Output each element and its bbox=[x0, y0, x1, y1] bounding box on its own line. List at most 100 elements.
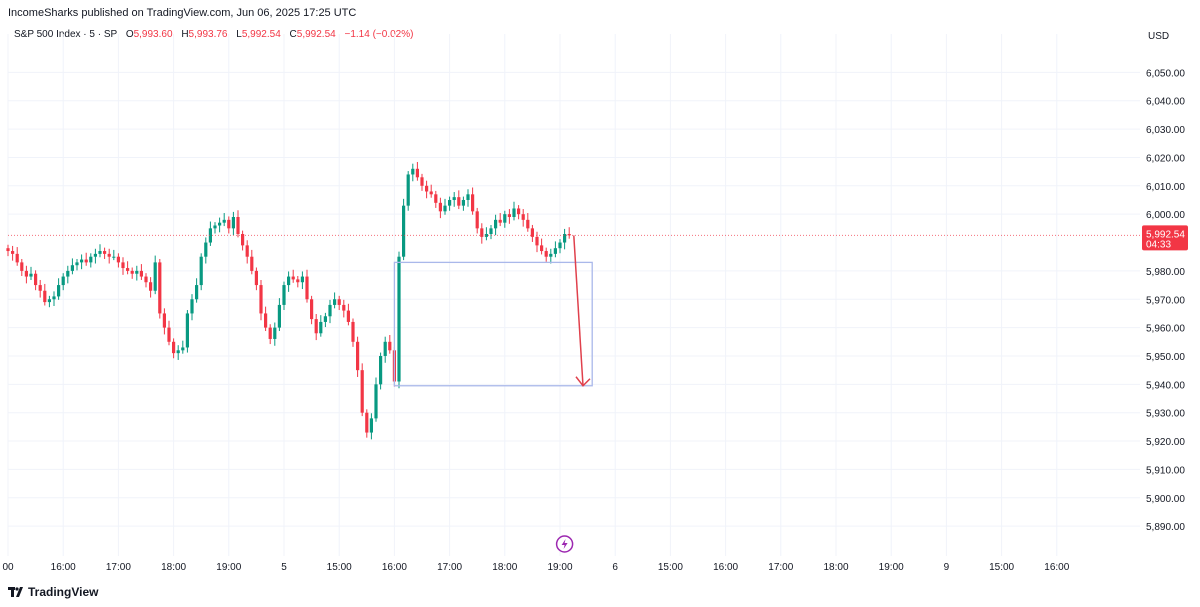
x-tick-label: 17:00 bbox=[106, 562, 131, 573]
y-tick-label: 6,050.00 bbox=[1146, 68, 1185, 79]
high-value: 5,993.76 bbox=[188, 29, 228, 40]
x-tick-label: 18:00 bbox=[161, 562, 186, 573]
y-tick-label: 5,910.00 bbox=[1146, 465, 1185, 476]
candle-body bbox=[241, 234, 245, 246]
candle-body bbox=[66, 270, 70, 277]
candle-body bbox=[93, 253, 97, 257]
candle-body bbox=[208, 228, 212, 243]
candle-body bbox=[195, 285, 199, 300]
open-label: O bbox=[125, 29, 134, 40]
candle-body bbox=[351, 321, 355, 342]
candle-body bbox=[139, 270, 143, 277]
candle-body bbox=[176, 350, 180, 354]
x-tick-label: 15:00 bbox=[327, 562, 352, 573]
candle-body bbox=[11, 251, 15, 254]
candle-body bbox=[43, 290, 47, 303]
candle-body bbox=[429, 191, 433, 195]
y-tick-label: 5,940.00 bbox=[1146, 380, 1185, 391]
close-value: 5,992.54 bbox=[296, 29, 336, 40]
candle-body bbox=[333, 299, 337, 305]
close-label: C bbox=[289, 29, 297, 40]
x-tick-label: 16:00 bbox=[51, 562, 76, 573]
candle-body bbox=[296, 279, 300, 283]
candle-body bbox=[245, 245, 249, 257]
x-tick-label: 19:00 bbox=[879, 562, 904, 573]
candle-body bbox=[34, 273, 38, 286]
candle-body bbox=[112, 256, 116, 258]
last-price-value: 5,992.54 bbox=[1146, 229, 1185, 240]
event-marker-icon[interactable] bbox=[555, 535, 574, 553]
candle-body bbox=[38, 285, 42, 291]
candle-body bbox=[231, 217, 235, 229]
candle-body bbox=[553, 248, 557, 254]
candle-body bbox=[107, 253, 111, 257]
candle-body bbox=[471, 194, 475, 212]
candle-body bbox=[360, 370, 364, 413]
candle-body bbox=[250, 256, 254, 271]
candle-body bbox=[52, 296, 56, 300]
candle-body bbox=[273, 327, 277, 339]
candle-body bbox=[181, 347, 185, 351]
tradingview-logo[interactable]: TradingView bbox=[8, 585, 98, 599]
candle-body bbox=[415, 168, 419, 178]
candle-body bbox=[503, 214, 507, 223]
candle-body bbox=[374, 384, 378, 419]
candle-body bbox=[337, 299, 341, 305]
candle-body bbox=[480, 228, 484, 237]
candle-body bbox=[521, 214, 525, 220]
candle-body bbox=[346, 310, 350, 322]
candle-body bbox=[57, 285, 61, 297]
candle-body bbox=[84, 259, 88, 263]
open-value: 5,993.60 bbox=[133, 29, 173, 40]
x-tick-label: 15:00 bbox=[989, 562, 1014, 573]
candle-body bbox=[402, 205, 406, 257]
candle-body bbox=[397, 256, 401, 382]
candle-body bbox=[29, 273, 33, 277]
candle-body bbox=[126, 268, 130, 271]
candle-body bbox=[342, 304, 346, 311]
candle-body bbox=[291, 276, 295, 280]
low-value: 5,992.54 bbox=[241, 29, 281, 40]
y-tick-label: 5,950.00 bbox=[1146, 352, 1185, 363]
candle-body bbox=[544, 251, 548, 257]
candle-body bbox=[130, 270, 134, 274]
candle-body bbox=[162, 313, 166, 328]
candle-body bbox=[20, 262, 24, 271]
candle-body bbox=[438, 202, 442, 212]
candle-body bbox=[457, 197, 461, 206]
candle-body bbox=[264, 313, 268, 328]
high-label: H bbox=[181, 29, 189, 40]
candle-body bbox=[259, 285, 263, 314]
y-tick-label: 5,900.00 bbox=[1146, 494, 1185, 505]
candle-body bbox=[277, 304, 281, 328]
candle-body bbox=[47, 299, 51, 303]
x-tick-label: 18:00 bbox=[492, 562, 517, 573]
target-box bbox=[393, 261, 593, 387]
candle-body bbox=[494, 219, 498, 229]
candle-body bbox=[15, 253, 19, 263]
brand-name: TradingView bbox=[28, 585, 99, 599]
symbol-name[interactable]: S&P 500 Index · 5 · SP bbox=[14, 29, 118, 40]
y-tick-label: 5,960.00 bbox=[1146, 324, 1185, 335]
candle-body bbox=[98, 251, 102, 254]
y-tick-label: 5,920.00 bbox=[1146, 437, 1185, 448]
candle-body bbox=[369, 418, 373, 433]
x-tick-label: 9 bbox=[944, 562, 950, 573]
candle-body bbox=[300, 276, 304, 283]
y-tick-label: 5,970.00 bbox=[1146, 295, 1185, 306]
y-tick-label: 6,020.00 bbox=[1146, 153, 1185, 164]
candle-body bbox=[319, 321, 323, 334]
candle-body bbox=[149, 282, 153, 291]
candle-body bbox=[549, 253, 553, 257]
candle-body bbox=[328, 304, 332, 317]
candle-body bbox=[443, 205, 447, 212]
arrow-head bbox=[575, 376, 591, 387]
candle-body bbox=[89, 256, 93, 263]
candle-body bbox=[268, 327, 272, 339]
candle-body bbox=[489, 228, 493, 235]
y-tick-label: 5,890.00 bbox=[1146, 522, 1185, 533]
candle-body bbox=[227, 219, 231, 229]
y-tick-label: 6,040.00 bbox=[1146, 97, 1185, 108]
candle-body bbox=[512, 208, 516, 218]
